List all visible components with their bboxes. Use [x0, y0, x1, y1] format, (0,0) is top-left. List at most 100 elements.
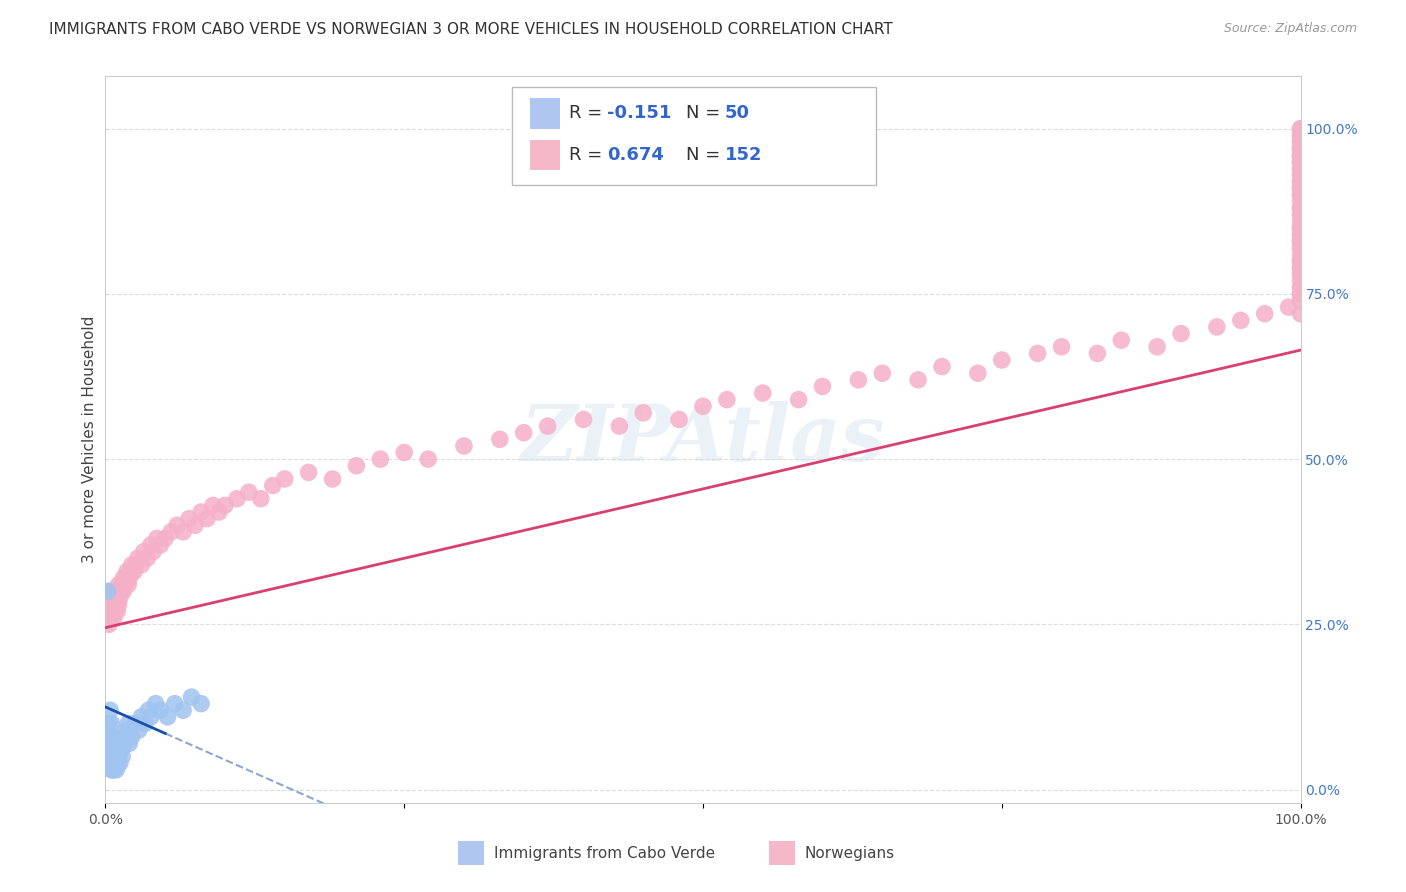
Point — [160, 524, 183, 539]
Point — [112, 584, 135, 599]
Point — [166, 518, 188, 533]
Point — [1289, 148, 1312, 162]
Point — [139, 710, 162, 724]
Point — [190, 505, 212, 519]
Point — [1289, 201, 1312, 215]
Point — [1289, 234, 1312, 248]
Point — [1289, 208, 1312, 222]
Point — [146, 532, 169, 546]
Point — [108, 591, 131, 605]
Point — [129, 558, 153, 572]
Text: R =: R = — [569, 104, 609, 122]
Point — [716, 392, 738, 407]
Point — [172, 703, 194, 717]
Point — [453, 439, 475, 453]
Point — [1111, 333, 1133, 347]
Point — [846, 373, 869, 387]
Point — [111, 749, 134, 764]
Point — [1289, 241, 1312, 255]
Point — [115, 565, 138, 579]
Point — [117, 716, 139, 731]
Point — [112, 730, 135, 744]
Point — [1289, 187, 1312, 202]
Point — [1289, 201, 1312, 215]
Point — [1289, 194, 1312, 209]
Point — [105, 749, 128, 764]
Point — [107, 756, 129, 771]
Point — [118, 571, 141, 585]
Point — [1289, 168, 1312, 182]
Point — [103, 743, 125, 757]
Point — [145, 697, 167, 711]
Point — [967, 366, 990, 380]
Point — [1289, 241, 1312, 255]
Point — [103, 756, 125, 771]
Point — [536, 419, 558, 434]
Point — [120, 565, 142, 579]
Point — [190, 697, 212, 711]
FancyBboxPatch shape — [512, 87, 876, 185]
Point — [1289, 234, 1312, 248]
Point — [1289, 175, 1312, 189]
Point — [172, 524, 194, 539]
Point — [1289, 128, 1312, 143]
Point — [104, 743, 127, 757]
Point — [692, 399, 714, 413]
Point — [122, 565, 145, 579]
Point — [321, 472, 344, 486]
Point — [100, 716, 122, 731]
Point — [1170, 326, 1192, 341]
Point — [110, 584, 132, 599]
Point — [202, 499, 225, 513]
Point — [990, 353, 1012, 368]
Point — [195, 511, 218, 525]
Point — [811, 379, 834, 393]
Point — [117, 578, 139, 592]
Point — [177, 511, 201, 525]
Point — [97, 598, 120, 612]
Point — [118, 723, 141, 737]
Point — [101, 749, 124, 764]
Point — [98, 749, 121, 764]
Point — [262, 478, 284, 492]
Point — [872, 366, 894, 380]
Point — [136, 551, 159, 566]
Point — [1289, 287, 1312, 301]
Point — [124, 558, 146, 572]
Point — [112, 571, 135, 585]
Point — [115, 730, 138, 744]
Point — [149, 538, 172, 552]
Point — [105, 763, 128, 777]
Point — [108, 736, 131, 750]
Point — [1289, 293, 1312, 308]
Point — [98, 617, 121, 632]
Point — [1289, 154, 1312, 169]
Point — [110, 743, 132, 757]
Point — [1289, 148, 1312, 162]
Point — [1289, 260, 1312, 275]
Point — [1289, 274, 1312, 288]
Point — [668, 412, 690, 426]
Point — [1289, 267, 1312, 281]
Point — [1289, 142, 1312, 156]
Text: Immigrants from Cabo Verde: Immigrants from Cabo Verde — [494, 847, 716, 861]
Point — [1289, 220, 1312, 235]
Y-axis label: 3 or more Vehicles in Household: 3 or more Vehicles in Household — [82, 316, 97, 563]
Point — [103, 611, 125, 625]
Point — [100, 598, 122, 612]
Text: 152: 152 — [724, 146, 762, 164]
Point — [98, 716, 121, 731]
Point — [132, 544, 155, 558]
Point — [129, 710, 153, 724]
Point — [392, 445, 416, 459]
Point — [607, 419, 630, 434]
Point — [138, 703, 160, 717]
Point — [107, 749, 129, 764]
Point — [513, 425, 536, 440]
Point — [108, 756, 131, 771]
Point — [1289, 227, 1312, 242]
Text: 0.674: 0.674 — [607, 146, 664, 164]
Point — [751, 386, 773, 401]
Point — [1289, 181, 1312, 195]
Point — [1289, 154, 1312, 169]
